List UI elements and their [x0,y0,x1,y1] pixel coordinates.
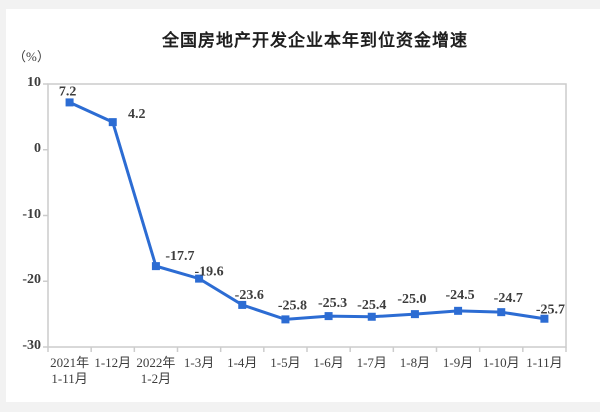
data-point-marker [238,300,247,309]
page-background-panel [6,9,600,402]
data-label: -25.8 [278,298,307,313]
x-axis-tick-label: 1-11月 [512,355,576,371]
chart-title: 全国房地产开发企业本年到位资金增速 [162,31,468,50]
data-point-marker [324,312,333,321]
x-axis-tick-label: 1-7月 [340,355,404,371]
x-axis-tick-label-line: 2022年 [136,355,176,370]
x-axis-tick-label: 1-10月 [469,355,533,371]
x-axis-tick-label: 1-9月 [426,355,490,371]
data-label: -24.5 [445,288,474,303]
data-point-marker [410,310,419,319]
data-point-marker [65,98,74,107]
x-axis-tick-label-line: 1-10月 [482,355,520,370]
x-axis-tick-label-line: 1-11月 [526,355,563,370]
x-axis-tick-label-line: 1-3月 [183,355,215,370]
x-axis-tick-label-line: 1-7月 [356,355,387,370]
x-axis-tick-label: 1-8月 [383,355,447,371]
data-label: -25.3 [318,296,347,311]
data-label: -24.7 [494,291,523,306]
x-axis-tick-label-line: 1-9月 [442,355,474,370]
data-point-marker [367,312,376,321]
y-axis-unit-label: （%） [13,49,50,64]
data-point-marker [108,118,117,127]
data-label: -19.6 [194,265,223,280]
x-axis-tick-label-line: 1-2月 [140,371,172,386]
data-point-marker [151,262,160,271]
x-axis-tick-label-line: 1-11月 [51,371,88,386]
data-label: -23.6 [235,288,264,303]
y-axis-tick-label: -30 [22,338,41,353]
data-point-marker [540,314,549,323]
data-point-marker [195,274,204,283]
data-point-marker [281,315,290,324]
data-label: -17.7 [165,249,194,264]
data-label: 7.2 [59,84,77,99]
x-axis-tick-label: 1-4月 [210,355,274,371]
data-point-marker [497,308,506,317]
x-axis-tick-label: 2022年 1-2月 [124,355,188,387]
y-axis-tick-label: -20 [22,272,41,288]
x-axis-tick-label-line: 1-6月 [313,355,344,370]
x-axis-tick-label-line: 2021年 [50,355,90,370]
x-axis-tick-label: 1-3月 [167,355,231,371]
x-axis-tick-label-line: 1-8月 [399,355,431,370]
y-axis-tick-label: -10 [22,206,41,222]
data-label: 4.2 [128,107,146,122]
x-axis-tick-label: 1-6月 [297,355,361,371]
data-label: -25.7 [536,303,565,318]
data-line [68,101,545,321]
x-axis-tick-label: 2021年 1-11月 [38,355,102,387]
x-axis-tick-label-line: 1-5月 [270,355,301,370]
x-axis-tick-label-line: 1-4月 [227,355,258,370]
y-axis-tick-label: 10 [27,75,41,90]
data-label: -25.0 [397,292,426,307]
x-axis-tick-label-line: 1-12月 [94,355,132,370]
x-axis-tick-label: 1-5月 [253,355,317,371]
data-label: -25.4 [357,298,386,313]
y-axis-tick-label: 0 [34,140,41,156]
data-point-marker [454,306,463,315]
x-axis-tick-label: 1-12月 [81,355,145,371]
